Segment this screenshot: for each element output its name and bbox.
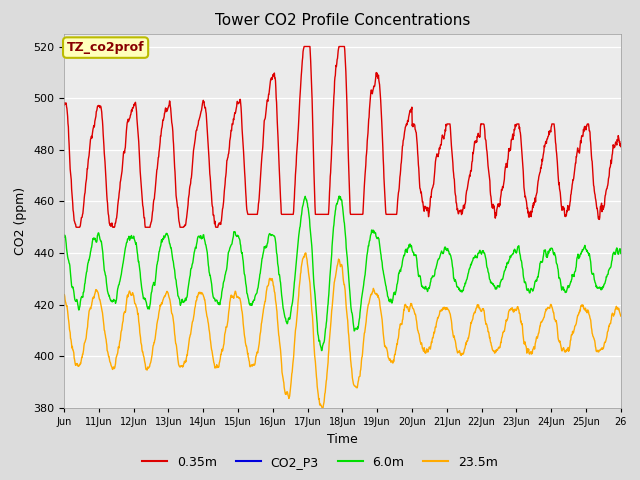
Legend: 0.35m, CO2_P3, 6.0m, 23.5m: 0.35m, CO2_P3, 6.0m, 23.5m [137,451,503,474]
Title: Tower CO2 Profile Concentrations: Tower CO2 Profile Concentrations [214,13,470,28]
Y-axis label: CO2 (ppm): CO2 (ppm) [15,187,28,255]
X-axis label: Time: Time [327,432,358,445]
Text: TZ_co2prof: TZ_co2prof [67,41,145,54]
